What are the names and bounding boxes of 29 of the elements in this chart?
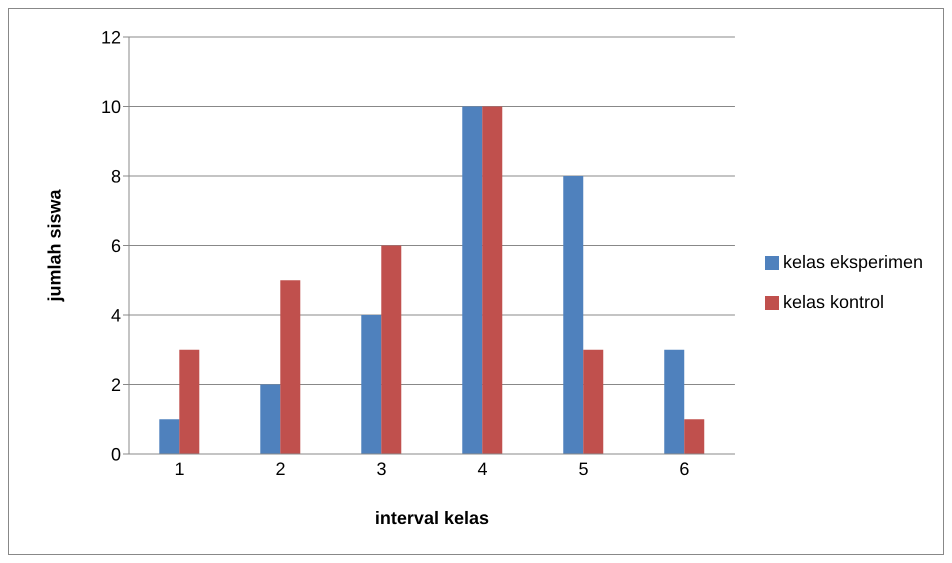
y-tick-label: 4: [110, 305, 121, 326]
x-tick-label: 2: [275, 458, 286, 479]
y-axis-title: jumlah siswa: [44, 188, 64, 303]
y-tick-label: 6: [110, 236, 121, 256]
x-tick-label: 4: [477, 458, 488, 479]
bar: [482, 106, 502, 454]
bar: [280, 280, 300, 454]
y-tick-label: 2: [110, 374, 121, 395]
bar: [462, 106, 482, 454]
bar: [583, 350, 604, 454]
bar: [381, 246, 402, 454]
y-tick-label: 0: [110, 444, 121, 464]
bar: [563, 176, 584, 454]
y-tick-label: 10: [100, 96, 121, 117]
x-tick-label: 5: [578, 458, 588, 479]
y-tick-label: 12: [100, 27, 121, 48]
bar: [664, 350, 684, 454]
x-tick-label: 1: [174, 458, 185, 479]
bar: [260, 384, 280, 454]
x-tick-label: 3: [376, 458, 386, 479]
bar: [684, 419, 704, 454]
bar: [179, 350, 200, 454]
bar: [361, 315, 382, 454]
x-axis-title: interval kelas: [374, 508, 490, 528]
bar: [159, 419, 180, 454]
legend-label: kelas kontrol: [782, 292, 884, 312]
y-tick-label: 8: [110, 166, 121, 186]
legend-label: kelas eksperimen: [782, 252, 923, 272]
x-tick-label: 6: [679, 458, 690, 479]
